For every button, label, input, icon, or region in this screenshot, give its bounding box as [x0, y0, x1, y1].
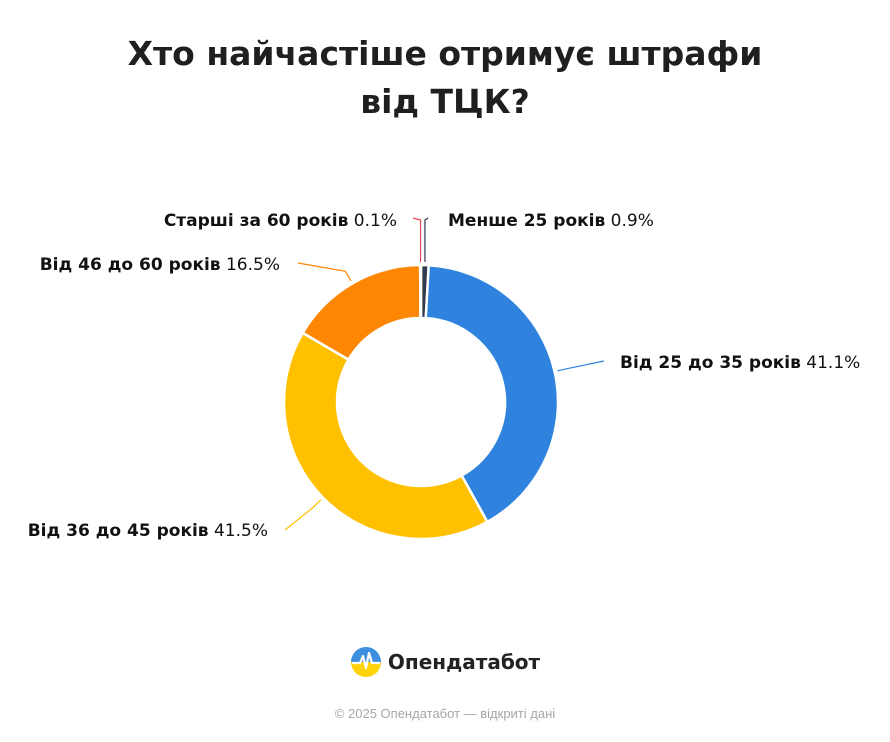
slice-label-1: Від 25 до 35 років 41.1%: [620, 353, 860, 373]
leader-line-0: [424, 217, 429, 263]
slice-label-value: 16.5%: [221, 255, 280, 275]
leader-line-4: [412, 217, 422, 263]
leader-lines: [284, 217, 605, 531]
brand: Опендатабот: [0, 644, 890, 680]
donut-slice-4[interactable]: [418, 263, 423, 320]
slice-label-4: Старші за 60 років 0.1%: [164, 211, 397, 231]
opendatabot-logo-icon: [350, 647, 381, 677]
slice-label-0: Менше 25 років 0.9%: [448, 211, 654, 231]
slice-label-name: Менше 25 років: [448, 211, 605, 231]
slice-label-3: Від 46 до 60 років 16.5%: [40, 255, 280, 275]
donut-slice-1[interactable]: [424, 263, 560, 524]
slice-label-2: Від 36 до 45 років 41.5%: [28, 521, 268, 541]
chart-title: Хто найчастіше отримує штрафи від ТЦК?: [127, 34, 763, 121]
slice-label-value: 0.1%: [348, 211, 397, 231]
slice-label-name: Від 46 до 60 років: [40, 255, 221, 275]
slice-labels: Менше 25 років 0.9% Від 25 до 35 років 41…: [28, 211, 861, 541]
slice-label-value: 41.1%: [801, 353, 860, 373]
leader-line-1: [557, 360, 605, 372]
slice-label-value: 0.9%: [605, 211, 654, 231]
slice-label-name: Від 36 до 45 років: [28, 521, 209, 541]
footer-copyright: © 2025 Опендатабот — відкриті дані: [334, 706, 556, 721]
slice-label-value: 41.5%: [209, 521, 268, 541]
leader-line-2: [284, 499, 322, 531]
donut-slice-2[interactable]: [282, 331, 489, 541]
slice-label-name: Від 25 до 35 років: [620, 353, 801, 373]
slice-label-name: Старші за 60 років: [164, 211, 349, 231]
leader-line-3: [297, 262, 352, 282]
donut-slices: [282, 263, 560, 541]
brand-name: Опендатабот: [387, 650, 541, 674]
